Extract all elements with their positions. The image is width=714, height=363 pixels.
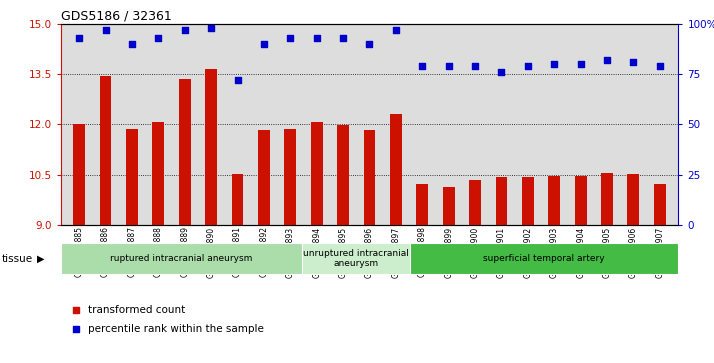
Point	[654, 63, 665, 69]
Point	[232, 77, 243, 83]
Bar	[575, 176, 587, 225]
Text: GDS5186 / 32361: GDS5186 / 32361	[61, 9, 171, 22]
Point	[416, 63, 428, 69]
Bar	[302, 243, 410, 274]
Text: ▶: ▶	[37, 254, 45, 264]
Bar	[284, 129, 296, 225]
Bar	[311, 122, 323, 225]
Point	[548, 61, 560, 67]
Point	[496, 69, 507, 75]
Bar	[363, 130, 376, 225]
Point	[443, 63, 454, 69]
Text: ruptured intracranial aneurysm: ruptured intracranial aneurysm	[111, 254, 253, 263]
Bar	[205, 69, 217, 225]
Bar	[390, 114, 402, 225]
Point	[126, 41, 138, 46]
Point	[179, 27, 191, 33]
Point	[153, 35, 164, 41]
Bar	[61, 243, 302, 274]
Text: transformed count: transformed count	[89, 305, 186, 315]
Point	[100, 27, 111, 33]
Text: unruptured intracranial
aneurysm: unruptured intracranial aneurysm	[303, 249, 409, 268]
Point	[390, 27, 401, 33]
Text: tissue: tissue	[1, 254, 33, 264]
Bar	[443, 187, 455, 225]
Bar	[416, 184, 428, 225]
Bar	[258, 130, 270, 225]
Point	[71, 307, 82, 313]
Point	[71, 326, 82, 332]
Bar	[337, 125, 349, 225]
Text: percentile rank within the sample: percentile rank within the sample	[89, 324, 264, 334]
Bar	[496, 178, 508, 225]
Bar	[548, 176, 560, 225]
Point	[285, 35, 296, 41]
Bar	[100, 76, 111, 225]
Bar	[628, 174, 639, 225]
Point	[469, 63, 481, 69]
Bar	[152, 122, 164, 225]
Point	[74, 35, 85, 41]
Bar	[522, 178, 534, 225]
Bar	[469, 180, 481, 225]
Point	[363, 41, 375, 46]
Bar	[601, 173, 613, 225]
Point	[206, 25, 217, 30]
Bar	[410, 243, 678, 274]
Point	[338, 35, 349, 41]
Bar	[178, 79, 191, 225]
Point	[258, 41, 270, 46]
Text: superficial temporal artery: superficial temporal artery	[483, 254, 605, 263]
Bar	[126, 129, 138, 225]
Point	[311, 35, 323, 41]
Point	[575, 61, 586, 67]
Bar	[231, 174, 243, 225]
Bar	[74, 125, 85, 225]
Bar	[654, 184, 665, 225]
Point	[522, 63, 533, 69]
Point	[601, 57, 613, 63]
Point	[628, 59, 639, 65]
